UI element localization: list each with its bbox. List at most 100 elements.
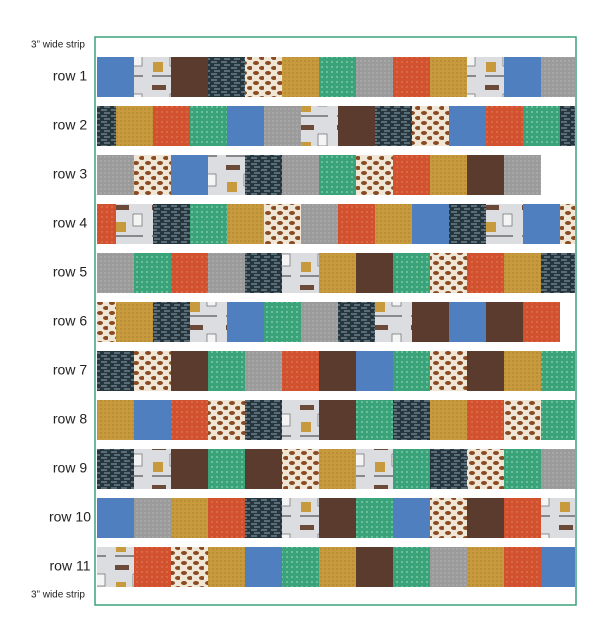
- fabric-square: [97, 449, 134, 489]
- fabric-square: [541, 351, 575, 391]
- fabric-square: [393, 351, 430, 391]
- fabric-square: [523, 204, 560, 244]
- fabric-square: [97, 302, 116, 342]
- fabric-square: [393, 400, 430, 440]
- fabric-square: [504, 400, 541, 440]
- fabric-square: [282, 449, 319, 489]
- fabric-square: [467, 449, 504, 489]
- fabric-square: [356, 449, 393, 489]
- fabric-square: [356, 400, 393, 440]
- fabric-square: [375, 302, 412, 342]
- fabric-square: [97, 547, 134, 587]
- fabric-square: [430, 253, 467, 293]
- row-label: row 11: [50, 558, 91, 574]
- fabric-square: [375, 204, 412, 244]
- fabric-square: [504, 253, 541, 293]
- fabric-square: [171, 351, 208, 391]
- fabric-square: [430, 155, 467, 195]
- fabric-square: [319, 155, 356, 195]
- row-label: row 4: [53, 215, 87, 231]
- fabric-square: [282, 155, 319, 195]
- fabric-square: [486, 302, 523, 342]
- fabric-square: [97, 498, 134, 538]
- fabric-square: [134, 547, 171, 587]
- fabric-square: [208, 351, 245, 391]
- fabric-square: [430, 498, 467, 538]
- fabric-square: [301, 204, 338, 244]
- fabric-square: [504, 155, 541, 195]
- fabric-square: [282, 57, 319, 97]
- fabric-square: [97, 204, 116, 244]
- row-label: row 2: [53, 117, 87, 133]
- fabric-square: [560, 204, 575, 244]
- fabric-square: [430, 449, 467, 489]
- fabric-square: [190, 204, 227, 244]
- fabric-square: [319, 253, 356, 293]
- fabric-square: [430, 351, 467, 391]
- fabric-square: [393, 155, 430, 195]
- row-label: row 6: [53, 313, 87, 329]
- fabric-square: [449, 302, 486, 342]
- fabric-square: [116, 106, 153, 146]
- fabric-square: [171, 400, 208, 440]
- fabric-square: [245, 253, 282, 293]
- fabric-square: [134, 57, 171, 97]
- fabric-square: [97, 106, 116, 146]
- fabric-square: [467, 547, 504, 587]
- fabric-square: [467, 155, 504, 195]
- fabric-square: [356, 547, 393, 587]
- fabric-square: [190, 106, 227, 146]
- fabric-square: [245, 400, 282, 440]
- fabric-square: [171, 57, 208, 97]
- fabric-square: [264, 106, 301, 146]
- fabric-square: [319, 547, 356, 587]
- fabric-square: [319, 351, 356, 391]
- fabric-square: [97, 253, 134, 293]
- fabric-square: [245, 57, 282, 97]
- fabric-square: [97, 400, 134, 440]
- strip-label: 3” wide strip: [31, 40, 85, 51]
- fabric-square: [560, 106, 575, 146]
- fabric-square: [412, 204, 449, 244]
- fabric-square: [412, 302, 449, 342]
- fabric-square: [504, 498, 541, 538]
- fabric-square: [171, 498, 208, 538]
- fabric-square: [375, 106, 412, 146]
- row-label: row 10: [49, 509, 91, 525]
- fabric-square: [504, 547, 541, 587]
- fabric-square: [264, 204, 301, 244]
- fabric-square: [245, 498, 282, 538]
- fabric-square: [449, 106, 486, 146]
- row-label: row 3: [53, 166, 87, 182]
- fabric-square: [97, 155, 134, 195]
- row-label: row 1: [53, 68, 87, 84]
- rows: [97, 57, 575, 587]
- fabric-square: [338, 106, 375, 146]
- fabric-square: [523, 106, 560, 146]
- fabric-square: [282, 351, 319, 391]
- strip-label: 3” wide strip: [31, 590, 85, 601]
- fabric-square: [282, 498, 319, 538]
- fabric-square: [467, 400, 504, 440]
- fabric-square: [541, 253, 575, 293]
- fabric-square: [319, 57, 356, 97]
- fabric-square: [301, 106, 338, 146]
- fabric-square: [319, 400, 356, 440]
- fabric-square: [171, 449, 208, 489]
- fabric-square: [208, 498, 245, 538]
- fabric-square: [171, 547, 208, 587]
- fabric-square: [430, 57, 467, 97]
- fabric-square: [245, 547, 282, 587]
- fabric-square: [356, 351, 393, 391]
- fabric-square: [504, 351, 541, 391]
- fabric-square: [208, 547, 245, 587]
- row-label: row 7: [53, 362, 87, 378]
- fabric-square: [338, 302, 375, 342]
- fabric-square: [356, 57, 393, 97]
- fabric-square: [467, 351, 504, 391]
- fabric-square: [171, 155, 208, 195]
- fabric-square: [97, 57, 134, 97]
- fabric-square: [393, 498, 430, 538]
- fabric-square: [393, 253, 430, 293]
- fabric-square: [467, 253, 504, 293]
